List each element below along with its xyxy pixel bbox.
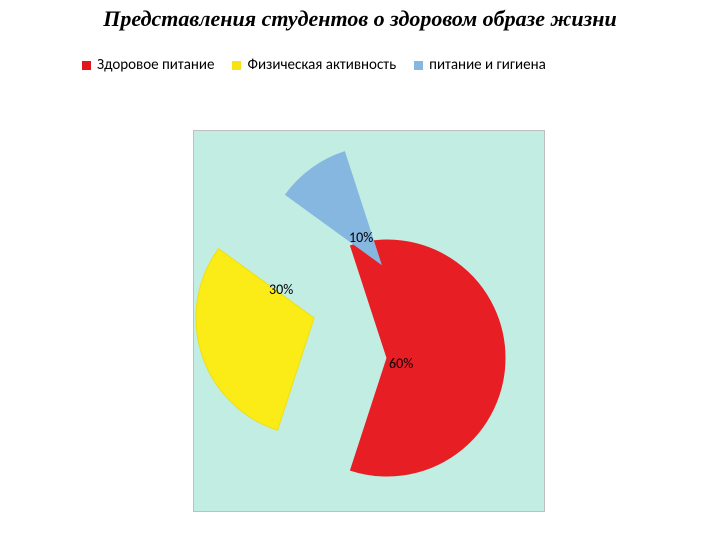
legend-label-0: Здоровое питание xyxy=(97,56,214,74)
legend-label-1: Физическая активность xyxy=(247,56,396,74)
pie-label-yellow: 30% xyxy=(269,281,293,298)
legend-item-1: Физическая активность xyxy=(232,56,396,74)
legend-item-0: Здоровое питание xyxy=(82,56,214,74)
chart-legend: Здоровое питание Физическая активность пит… xyxy=(82,56,546,74)
pie-slice-red xyxy=(351,240,505,476)
page: Представления студентов о здоровом образ… xyxy=(0,0,720,540)
pie-label-red: 60% xyxy=(389,355,413,372)
legend-marker-2 xyxy=(414,61,423,70)
legend-marker-0 xyxy=(82,61,91,70)
pie-chart xyxy=(194,131,544,511)
legend-marker-1 xyxy=(232,61,241,70)
page-title: Представления студентов о здоровом образ… xyxy=(0,6,720,32)
pie-slice-yellow xyxy=(196,249,314,431)
pie-label-blue: 10% xyxy=(349,229,373,246)
legend-label-2: питание и гигиена xyxy=(429,56,546,74)
chart-panel: 60% 30% 10% xyxy=(193,130,545,512)
legend-item-2: питание и гигиена xyxy=(414,56,546,74)
pie-slice-blue xyxy=(286,152,381,264)
